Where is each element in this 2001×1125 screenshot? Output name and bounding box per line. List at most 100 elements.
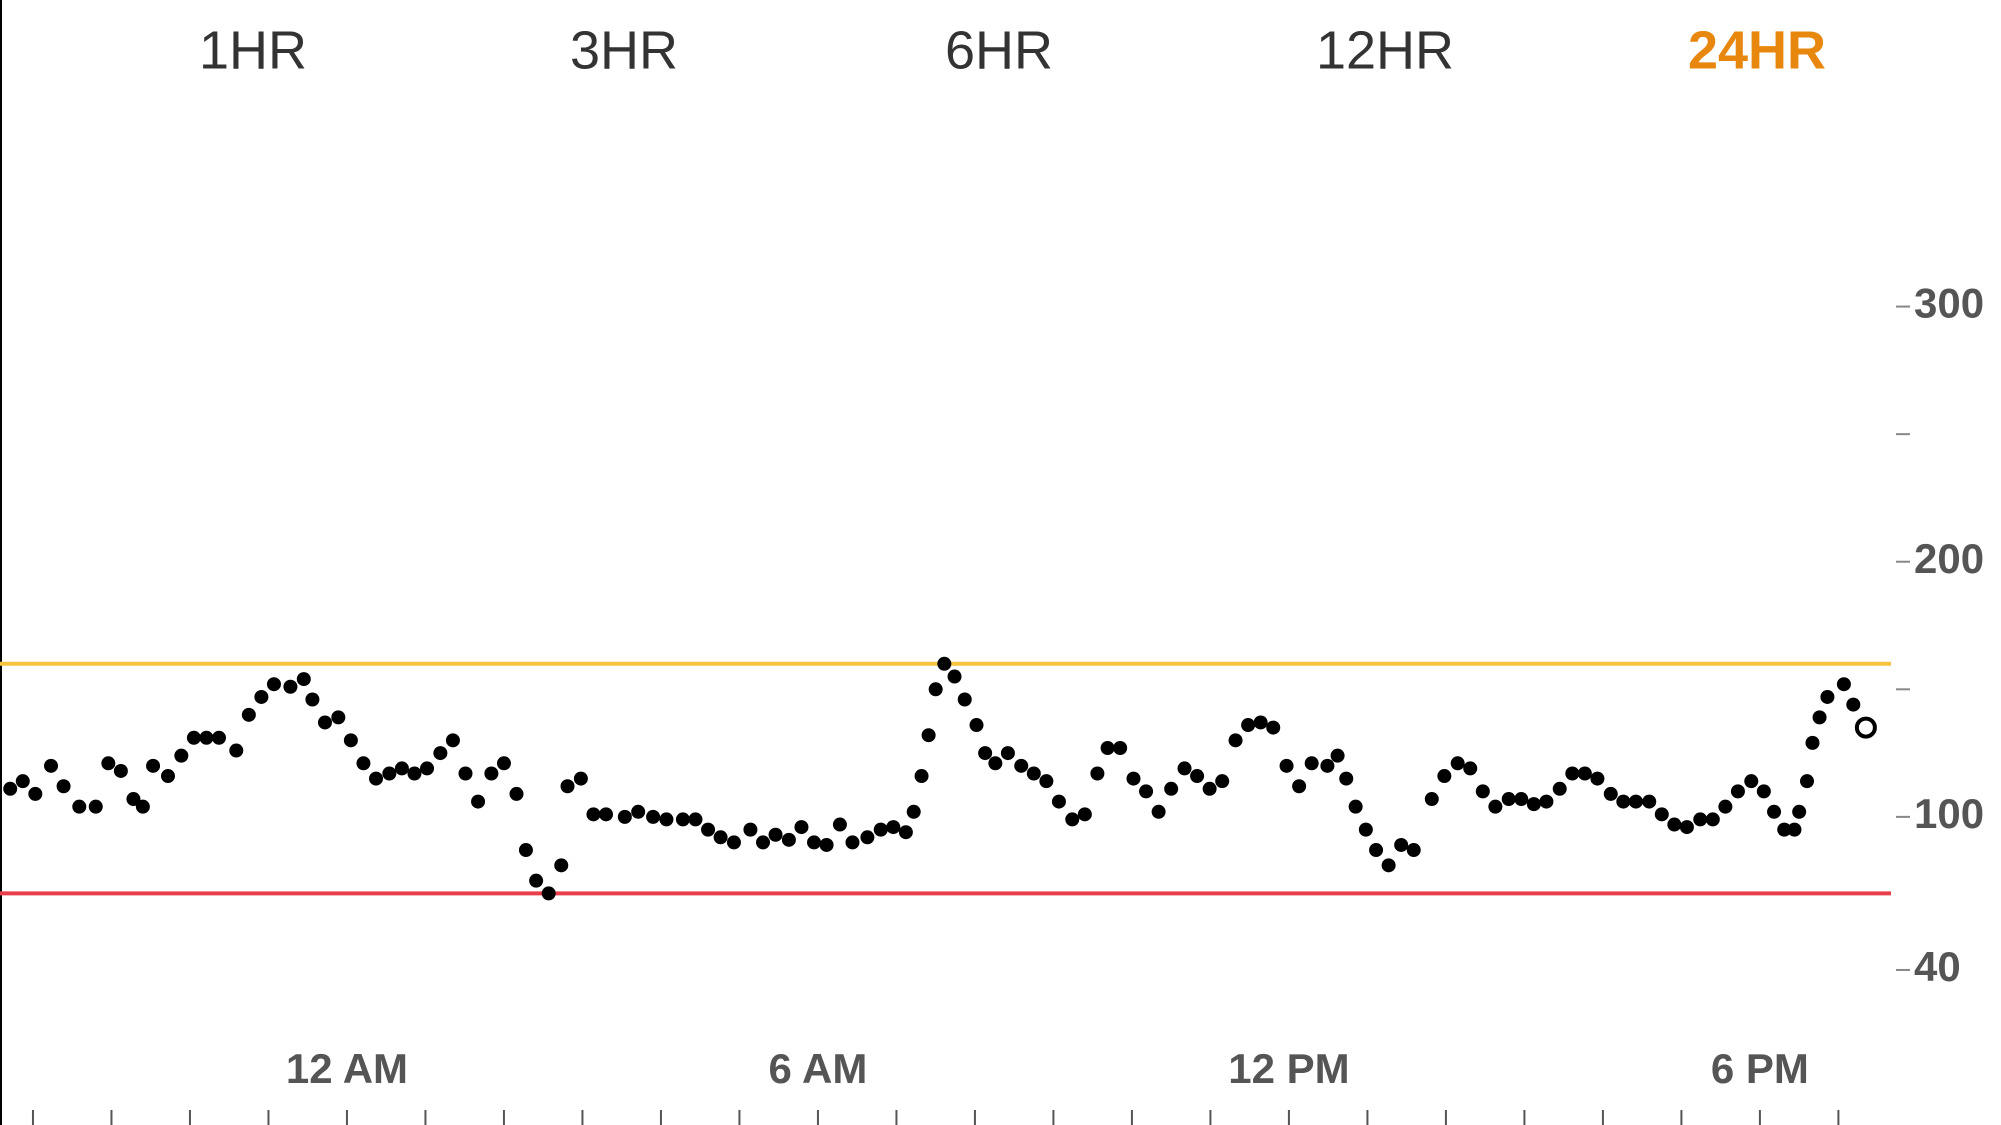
glucose-point bbox=[1693, 812, 1708, 827]
glucose-point bbox=[1654, 807, 1669, 822]
glucose-point bbox=[394, 761, 409, 776]
glucose-point bbox=[407, 766, 422, 781]
range-button[interactable]: 3HR bbox=[570, 20, 678, 80]
glucose-point bbox=[1228, 733, 1243, 748]
glucose-point bbox=[471, 794, 486, 809]
glucose-point bbox=[914, 769, 929, 784]
glucose-point bbox=[794, 820, 809, 835]
glucose-point bbox=[343, 733, 358, 748]
glucose-point bbox=[101, 756, 116, 771]
glucose-point bbox=[420, 761, 435, 776]
glucose-point bbox=[726, 835, 741, 850]
glucose-point bbox=[1744, 774, 1759, 789]
glucose-point bbox=[1539, 794, 1554, 809]
glucose-point bbox=[675, 812, 690, 827]
glucose-point bbox=[1304, 756, 1319, 771]
glucose-point bbox=[1394, 837, 1409, 852]
glucose-point bbox=[1292, 779, 1307, 794]
glucose-point bbox=[921, 728, 936, 743]
range-button[interactable]: 1HR bbox=[199, 20, 307, 80]
glucose-point bbox=[781, 832, 796, 847]
glucose-point bbox=[1730, 784, 1745, 799]
glucose-point bbox=[44, 758, 59, 773]
glucose-point bbox=[906, 804, 921, 819]
glucose-point bbox=[1590, 771, 1605, 786]
x-tick-label: 12 PM bbox=[1228, 1045, 1349, 1092]
glucose-point bbox=[1836, 677, 1851, 692]
glucose-point bbox=[1000, 746, 1015, 761]
glucose-point bbox=[1369, 843, 1384, 858]
glucose-point bbox=[807, 835, 822, 850]
glucose-point bbox=[382, 766, 397, 781]
glucose-point bbox=[445, 733, 460, 748]
glucose-point bbox=[937, 656, 952, 671]
glucose-point bbox=[1616, 794, 1631, 809]
glucose-point bbox=[988, 756, 1003, 771]
glucose-point bbox=[1792, 804, 1807, 819]
glucose-point bbox=[1051, 794, 1066, 809]
glucose-point bbox=[1679, 820, 1694, 835]
range-button[interactable]: 6HR bbox=[945, 20, 1053, 80]
glucose-point bbox=[1348, 799, 1363, 814]
glucose-point bbox=[56, 779, 71, 794]
glucose-point bbox=[1450, 756, 1465, 771]
y-tick-label: 300 bbox=[1914, 280, 1984, 327]
glucose-point bbox=[1628, 794, 1643, 809]
glucose-point bbox=[1488, 799, 1503, 814]
range-button[interactable]: 12HR bbox=[1316, 20, 1454, 80]
glucose-point bbox=[305, 692, 320, 707]
glucose-point bbox=[1113, 740, 1128, 755]
glucose-point bbox=[1320, 758, 1335, 773]
glucose-point bbox=[254, 689, 269, 704]
glucose-point bbox=[1705, 812, 1720, 827]
glucose-point bbox=[768, 827, 783, 842]
glucose-point bbox=[1820, 689, 1835, 704]
glucose-point bbox=[1039, 774, 1054, 789]
glucose-point bbox=[688, 812, 703, 827]
glucose-point bbox=[873, 822, 888, 837]
glucose-point bbox=[1177, 761, 1192, 776]
glucose-point bbox=[3, 781, 18, 796]
glucose-point bbox=[1339, 771, 1354, 786]
glucose-point bbox=[1437, 769, 1452, 784]
glucose-point bbox=[1358, 822, 1373, 837]
glucose-point bbox=[241, 707, 256, 722]
glucose-point bbox=[1139, 784, 1154, 799]
glucose-point bbox=[1014, 758, 1029, 773]
x-tick-label: 12 AM bbox=[286, 1045, 408, 1092]
glucose-point bbox=[212, 730, 227, 745]
glucose-point bbox=[1065, 812, 1080, 827]
glucose-point bbox=[433, 746, 448, 761]
glucose-point bbox=[713, 830, 728, 845]
glucose-point bbox=[978, 746, 993, 761]
glucose-point bbox=[701, 822, 716, 837]
glucose-point bbox=[1767, 804, 1782, 819]
glucose-point bbox=[113, 763, 128, 778]
glucose-point bbox=[229, 743, 244, 758]
glucose-point bbox=[1330, 748, 1345, 763]
x-tick-label: 6 AM bbox=[769, 1045, 868, 1092]
y-tick-label: 40 bbox=[1914, 943, 1961, 990]
glucose-point bbox=[886, 820, 901, 835]
glucose-point bbox=[743, 822, 758, 837]
glucose-point bbox=[518, 843, 533, 858]
glucose-point bbox=[1526, 797, 1541, 812]
glucose-point bbox=[1565, 766, 1580, 781]
glucose-point bbox=[1514, 792, 1529, 807]
range-button[interactable]: 24HR bbox=[1688, 20, 1826, 80]
glucose-point bbox=[1151, 804, 1166, 819]
glucose-point bbox=[88, 799, 103, 814]
x-tick-label: 6 PM bbox=[1711, 1045, 1809, 1092]
glucose-point bbox=[819, 837, 834, 852]
glucose-point bbox=[1800, 774, 1815, 789]
glucose-point bbox=[631, 804, 646, 819]
glucose-point bbox=[1846, 697, 1861, 712]
glucose-point bbox=[126, 792, 141, 807]
glucose-point bbox=[529, 873, 544, 888]
y-tick-label: 100 bbox=[1914, 790, 1984, 837]
glucose-point bbox=[1253, 715, 1268, 730]
glucose-point bbox=[957, 692, 972, 707]
glucose-point bbox=[15, 774, 30, 789]
